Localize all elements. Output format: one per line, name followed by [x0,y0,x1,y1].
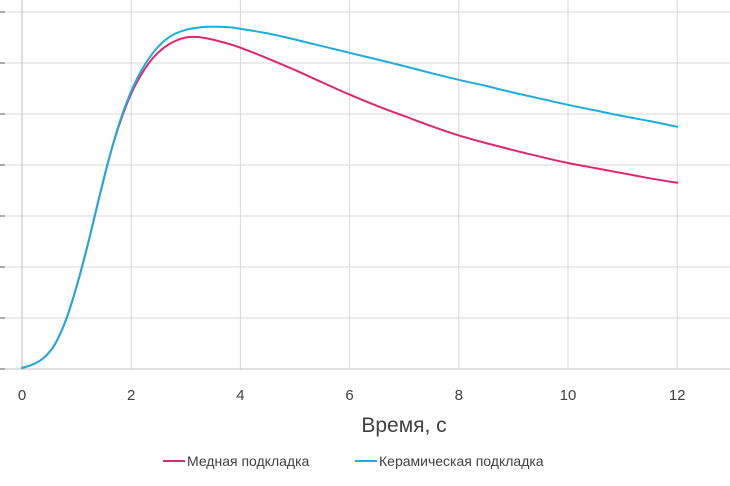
legend-label: Медная подкладка [187,453,310,469]
chart-gridlines [0,0,730,369]
x-tick-label: 0 [18,387,26,404]
x-tick-label: 10 [560,387,577,404]
chart-series [21,25,679,369]
x-tick-label: 4 [236,387,244,404]
x-axis: 0 2 4 6 8 10 12 [0,0,730,404]
chart-legend: Медная подкладка Керамическая подкладка [163,453,544,469]
x-tick-label: 12 [669,387,686,404]
x-axis-title: Время, с [361,414,446,437]
series-line-2 [21,25,679,369]
legend-label: Керамическая подкладка [379,453,544,469]
x-tick-label: 6 [345,387,353,404]
x-tick-label: 8 [455,387,463,404]
x-tick-label: 2 [127,387,135,404]
